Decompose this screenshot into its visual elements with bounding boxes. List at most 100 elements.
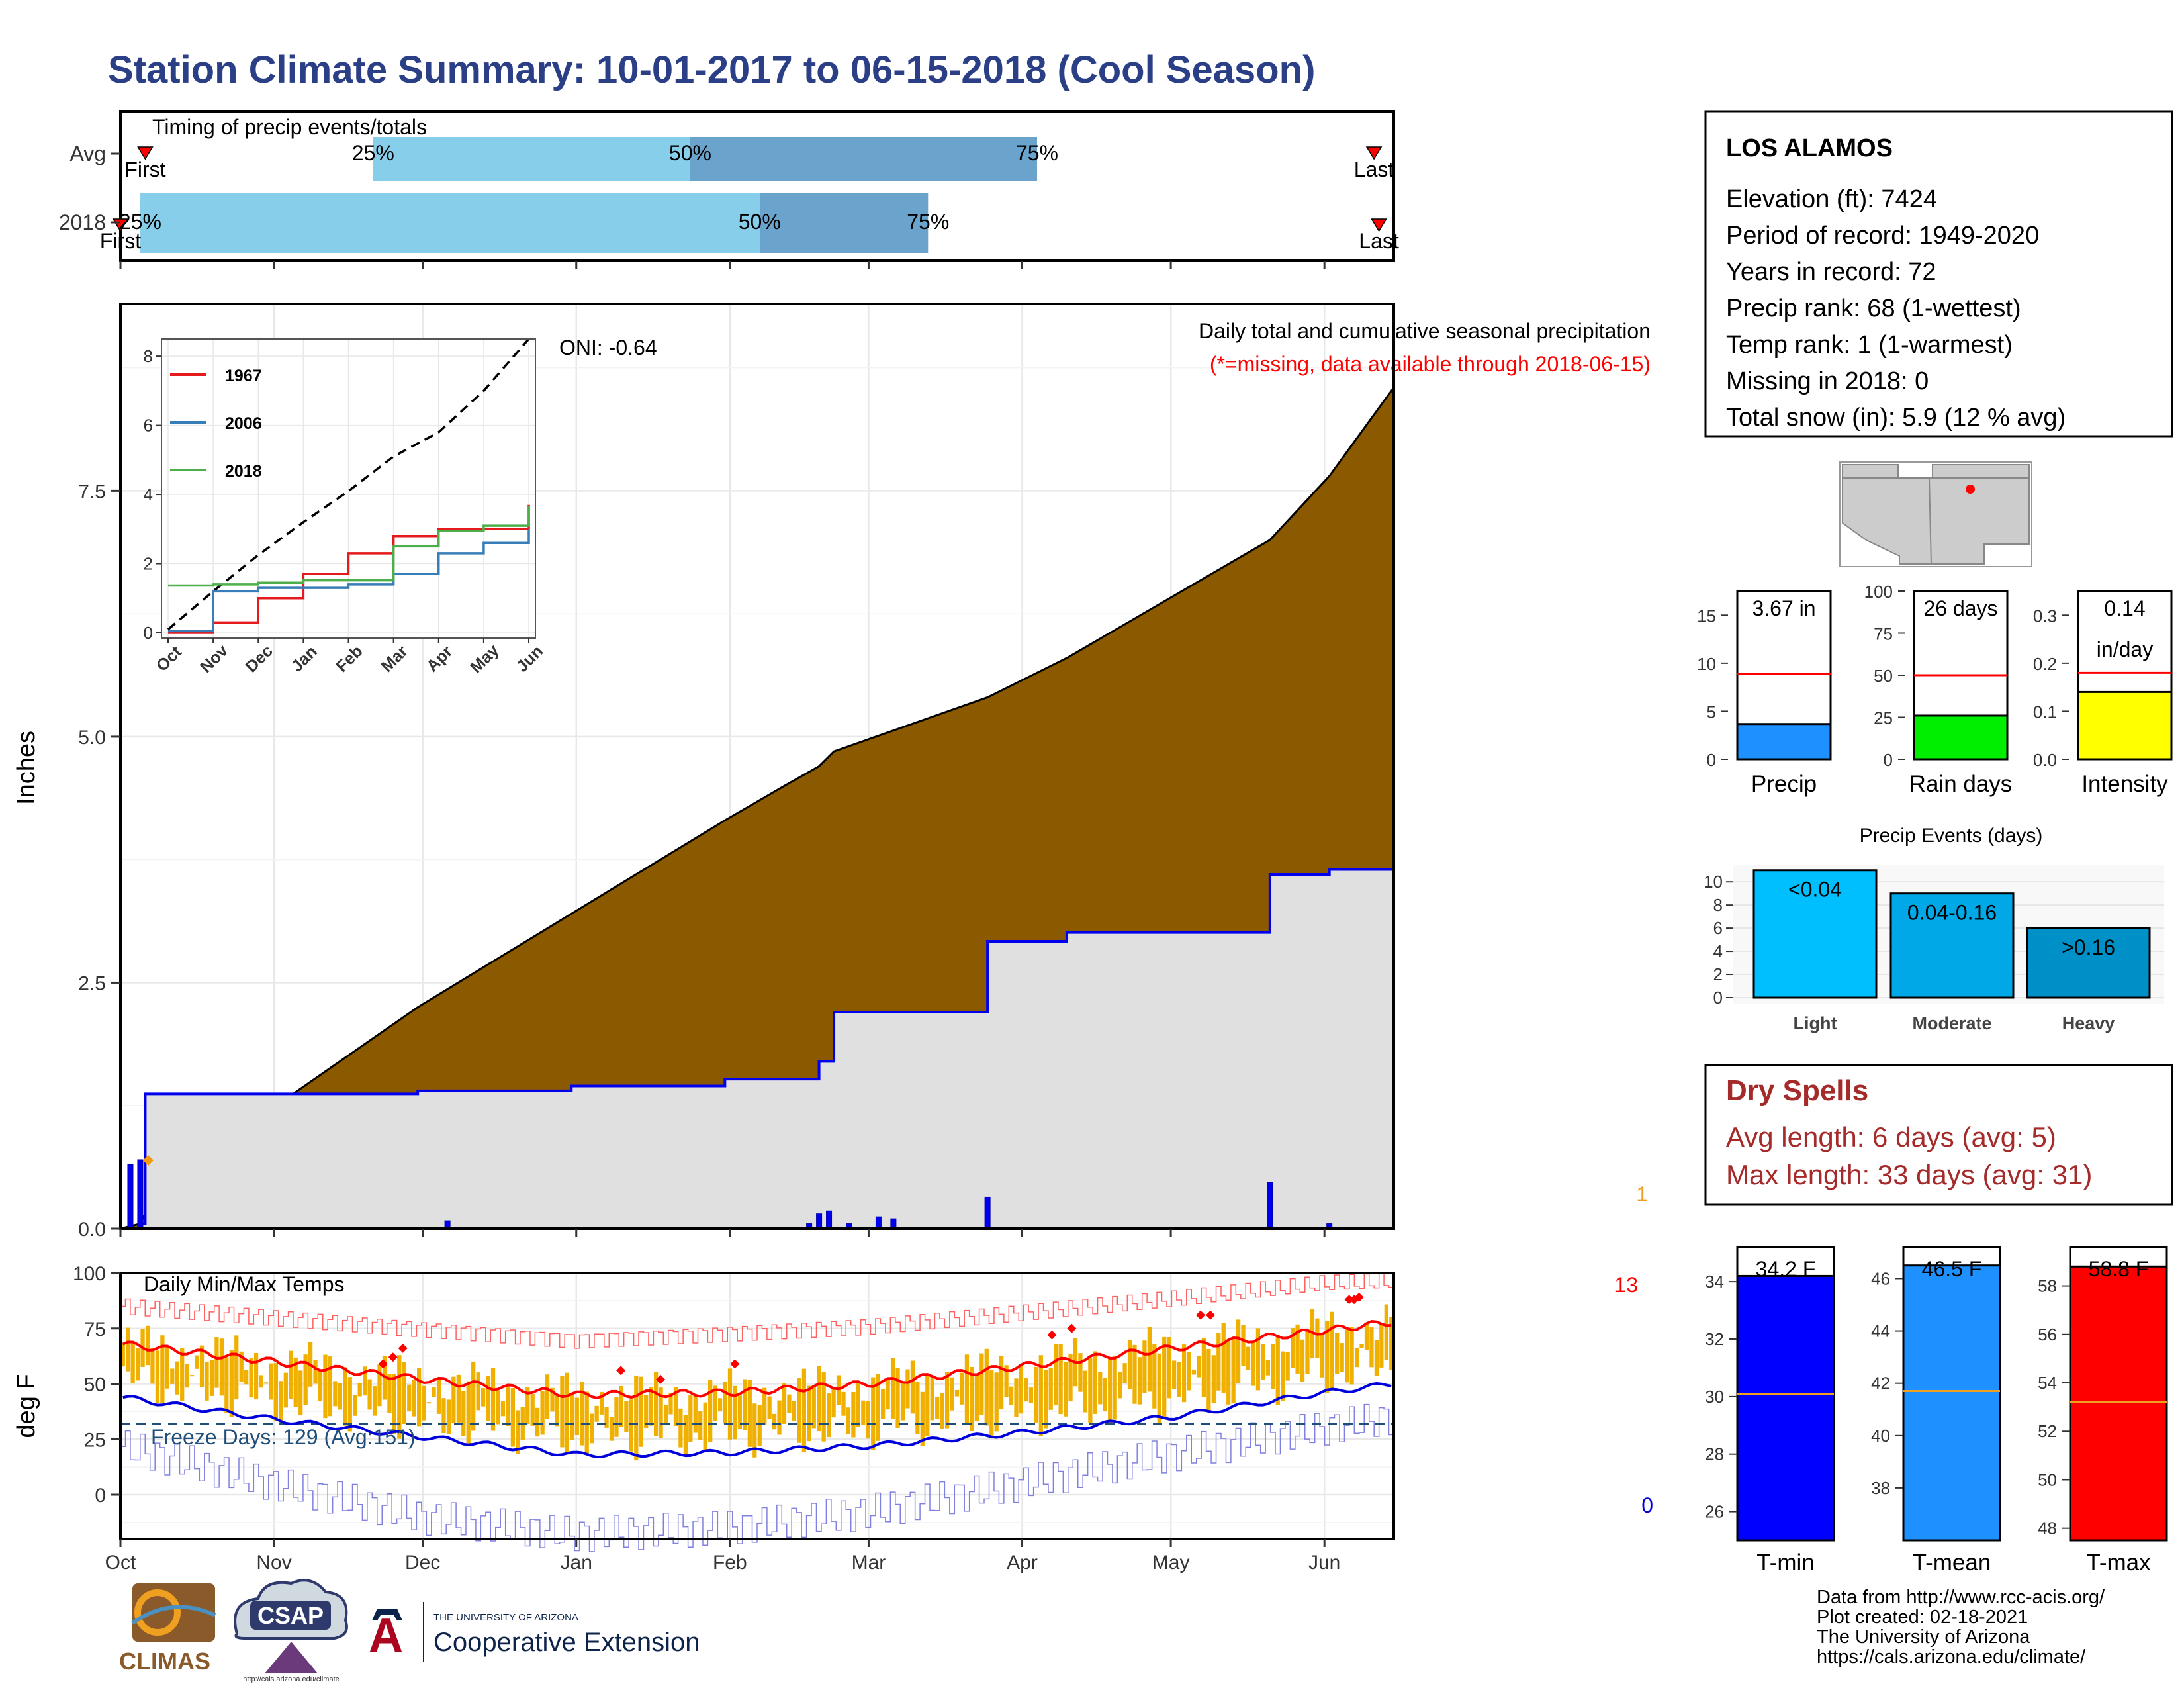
daily-temp-bar xyxy=(392,1374,397,1434)
daily-temp-bar xyxy=(1103,1378,1107,1411)
daily-temp-bar xyxy=(1177,1362,1181,1397)
temp-bar-value xyxy=(1736,1274,1835,1542)
daily-temp-bar xyxy=(1162,1336,1167,1419)
daily-temp-bar xyxy=(160,1335,165,1403)
precip-event-bar xyxy=(1752,869,1878,999)
daily-temp-bar xyxy=(708,1380,713,1442)
footer-credits: Data from http://www.rcc-acis.org/ Plot … xyxy=(1817,1587,2105,1667)
daily-temp-bar xyxy=(693,1394,698,1433)
timing-first-label-avg: First xyxy=(124,158,165,181)
temp-panel-title: Daily Min/Max Temps xyxy=(144,1272,344,1296)
record-min-line xyxy=(120,1403,1394,1552)
daily-temp-bar xyxy=(831,1387,836,1418)
daily-temp-bar xyxy=(688,1395,693,1442)
daily-temp-bar xyxy=(1038,1355,1043,1436)
daily-temp-bar xyxy=(170,1368,175,1384)
temp-bar-y-tick-label: 38 xyxy=(1871,1478,1890,1498)
daily-temp-bar xyxy=(426,1402,432,1404)
inset-y-tick-label: 8 xyxy=(144,346,153,366)
daily-temp-bar xyxy=(377,1364,382,1407)
precip-event-bar-label: >0.16 xyxy=(2062,935,2115,959)
mini-bar-y-tick-label: 50 xyxy=(1874,666,1893,686)
daily-temp-bar xyxy=(180,1348,185,1401)
daily-temp-bar xyxy=(343,1367,347,1426)
daily-temp-bar xyxy=(1305,1329,1310,1374)
csap-logo-text: CSAP xyxy=(257,1602,324,1629)
daily-temp-bar xyxy=(328,1356,333,1417)
inset-y-tick-label: 2 xyxy=(144,554,153,574)
station-elevation: Elevation (ft): 7424 xyxy=(1726,185,1937,213)
daily-temp-bar xyxy=(185,1364,189,1388)
dry-spells-title: Dry Spells xyxy=(1726,1074,1868,1107)
daily-temp-bar xyxy=(1315,1318,1320,1358)
ua-block-a: A xyxy=(369,1609,403,1662)
dry-spells-avg: Avg length: 6 days (avg: 5) xyxy=(1726,1121,2056,1152)
inset-x-axis: Oct Nov Dec Jan Feb Mar Apr May Jun xyxy=(153,638,547,677)
daily-temp-bar xyxy=(743,1379,747,1430)
daily-temp-bar xyxy=(244,1370,249,1385)
daily-temp-bar xyxy=(678,1408,683,1448)
daily-temp-bar xyxy=(189,1375,195,1377)
record-high-point xyxy=(1344,1295,1354,1305)
daily-temp-bar xyxy=(1206,1348,1211,1411)
daily-temp-bar xyxy=(555,1395,560,1427)
station-period: Period of record: 1949-2020 xyxy=(1726,222,2039,250)
csap-badge xyxy=(250,1601,331,1630)
mini-bar-y-tick-label: 75 xyxy=(1874,624,1893,644)
inset-y-axis: 0 2 4 6 8 xyxy=(144,346,161,643)
daily-temp-bar xyxy=(1113,1355,1117,1420)
temp-bar-y-tick-label: 48 xyxy=(2038,1519,2057,1538)
daily-temp-bar xyxy=(792,1401,797,1422)
daily-temp-bar xyxy=(432,1387,436,1398)
daily-temp-bar xyxy=(1048,1368,1053,1410)
daily-temp-bar xyxy=(915,1382,920,1434)
inset-y-tick-label: 4 xyxy=(144,485,153,504)
timing-last-marker-2018 xyxy=(1371,218,1387,232)
temp-summary-bar-0: 26 28 30 32 34 34.2 F T-min xyxy=(1705,1246,1835,1575)
inset-grid xyxy=(161,339,535,638)
mini-bar-chart-1: 0 25 50 75 100 26 days Rain days xyxy=(1864,582,2013,797)
footer-line-4: https://cals.arizona.edu/climate/ xyxy=(1817,1646,2086,1667)
temp-bar-value-label: 46.5 F xyxy=(1922,1257,1982,1281)
daily-temp-bar xyxy=(634,1376,639,1461)
daily-temp-bar xyxy=(1349,1327,1354,1385)
daily-temp-bar xyxy=(1271,1344,1275,1389)
daily-temp-bar xyxy=(944,1372,950,1429)
events-y-tick-label: 0 xyxy=(1713,988,1723,1008)
precip-header-line1: Daily total and cumulative seasonal prec… xyxy=(1199,319,1651,343)
daily-temp-bar xyxy=(402,1362,406,1425)
mini-bar-value-label-2: in/day xyxy=(2097,637,2153,661)
temp-summary-bar-1: 38 40 42 44 46 46.5 F T-mean xyxy=(1871,1246,2001,1575)
daily-temp-bar xyxy=(1265,1360,1270,1376)
temp-bar-y-tick-label: 30 xyxy=(1705,1387,1724,1407)
station-temp-rank: Temp rank: 1 (1-warmest) xyxy=(1726,331,2013,359)
daily-temp-bar xyxy=(535,1407,540,1437)
daily-temp-bar xyxy=(594,1405,599,1422)
timing-p50-label-2018: 50% xyxy=(739,210,781,234)
daily-temp-bar xyxy=(1058,1344,1063,1415)
precip-events-title: Precip Events (days) xyxy=(1860,825,2043,847)
daily-temp-bar xyxy=(253,1352,259,1400)
events-y-tick-label: 2 xyxy=(1713,964,1723,984)
daily-temp-bar xyxy=(733,1385,737,1440)
daily-temp-bar xyxy=(1157,1353,1161,1425)
timing-row-label-avg: Avg xyxy=(69,142,106,165)
daily-temp-bar xyxy=(1034,1366,1038,1423)
daily-temp-bar xyxy=(782,1383,787,1424)
daily-temp-bar xyxy=(239,1351,244,1382)
daily-temp-bar xyxy=(387,1374,392,1413)
mini-bar-chart-2: 0.0 0.1 0.2 0.3 0.14 in/day Intensity xyxy=(2033,590,2173,797)
daily-temp-bar xyxy=(609,1417,614,1441)
daily-temp-bar xyxy=(905,1369,910,1409)
inset-y-tick-label: 6 xyxy=(144,416,153,436)
precip-header-line2: (*=missing, data available through 2018-… xyxy=(1210,352,1651,376)
mini-bar-y-tick-label: 5 xyxy=(1707,702,1716,722)
record-high-point xyxy=(1196,1310,1206,1320)
daily-temp-bar xyxy=(1261,1344,1265,1380)
mini-bar-label: Rain days xyxy=(1909,771,2013,797)
precip-events-chart: Precip Events (days) <0.04 Light 0.04-0.16… xyxy=(1704,825,2164,1033)
timing-p25-label-2018: 25% xyxy=(119,210,161,234)
mini-bar-value-label: 3.67 in xyxy=(1752,596,1815,620)
daily-temp-bar xyxy=(1246,1346,1251,1370)
daily-temp-bar xyxy=(516,1410,520,1454)
